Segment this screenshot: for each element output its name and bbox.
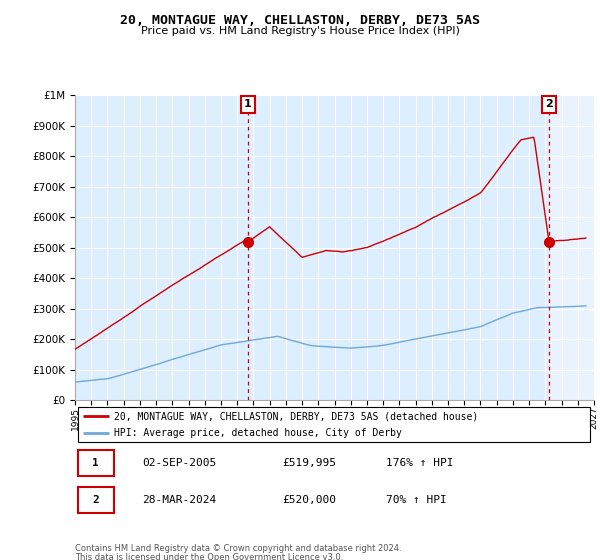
FancyBboxPatch shape: [77, 487, 114, 513]
Text: 02-SEP-2005: 02-SEP-2005: [142, 459, 217, 468]
Text: 28-MAR-2024: 28-MAR-2024: [142, 495, 217, 505]
FancyBboxPatch shape: [77, 450, 114, 477]
Text: 70% ↑ HPI: 70% ↑ HPI: [386, 495, 447, 505]
FancyBboxPatch shape: [77, 407, 590, 442]
Text: 1: 1: [244, 99, 252, 109]
Text: 1: 1: [92, 459, 99, 468]
Text: £519,995: £519,995: [283, 459, 337, 468]
Text: 20, MONTAGUE WAY, CHELLASTON, DERBY, DE73 5AS: 20, MONTAGUE WAY, CHELLASTON, DERBY, DE7…: [120, 14, 480, 27]
Text: Price paid vs. HM Land Registry's House Price Index (HPI): Price paid vs. HM Land Registry's House …: [140, 26, 460, 36]
Text: 176% ↑ HPI: 176% ↑ HPI: [386, 459, 454, 468]
Text: HPI: Average price, detached house, City of Derby: HPI: Average price, detached house, City…: [114, 428, 402, 438]
Text: 2: 2: [545, 99, 553, 109]
Text: 20, MONTAGUE WAY, CHELLASTON, DERBY, DE73 5AS (detached house): 20, MONTAGUE WAY, CHELLASTON, DERBY, DE7…: [114, 411, 478, 421]
Text: 2: 2: [92, 495, 99, 505]
Text: £520,000: £520,000: [283, 495, 337, 505]
Text: Contains HM Land Registry data © Crown copyright and database right 2024.: Contains HM Land Registry data © Crown c…: [75, 544, 401, 553]
Text: This data is licensed under the Open Government Licence v3.0.: This data is licensed under the Open Gov…: [75, 553, 343, 560]
